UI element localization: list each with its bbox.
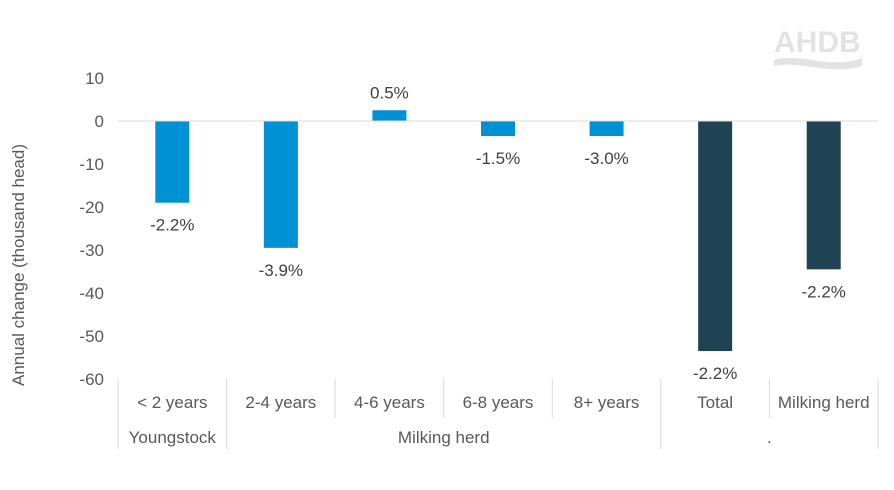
x-tick-label: 6-8 years	[463, 393, 534, 412]
y-tick-label: 0	[95, 112, 104, 131]
x-axis: < 2 years 2-4 years 4-6 years 6-8 years 8+ y…	[117, 120, 879, 449]
y-axis-label: Annual change (thousand head)	[9, 144, 28, 386]
bar	[589, 121, 624, 137]
data-label: -3.0%	[584, 149, 628, 168]
bar	[481, 121, 515, 137]
bar	[155, 121, 190, 203]
bar	[806, 121, 841, 270]
x-tick-label: 2-4 years	[245, 393, 316, 412]
bars	[155, 110, 841, 352]
y-tick-label: -50	[79, 327, 104, 346]
logo-swoosh	[774, 57, 862, 70]
data-label: -3.9%	[259, 261, 303, 280]
y-tick-label: -10	[79, 155, 104, 174]
bar	[263, 121, 298, 248]
logo-text: AHDB	[774, 26, 861, 59]
x-group-label: .	[767, 428, 772, 447]
x-tick-label: Total	[697, 393, 733, 412]
x-tick-label: < 2 years	[137, 393, 207, 412]
bar	[698, 121, 733, 352]
data-labels: -2.2% -3.9% 0.5% -1.5% -3.0% -2.2% -2.2%	[150, 83, 846, 383]
y-axis-ticks: 10 0 -10 -20 -30 -40 -50 -60	[79, 69, 104, 389]
x-group-label: Youngstock	[129, 428, 217, 447]
y-tick-label: -40	[79, 284, 104, 303]
ahdb-logo: AHDB	[774, 26, 862, 70]
data-label: -2.2%	[150, 216, 194, 235]
y-tick-label: -60	[79, 370, 104, 389]
x-tick-label: Milking herd	[778, 393, 870, 412]
x-tick-label: 4-6 years	[354, 393, 425, 412]
y-tick-label: -20	[79, 198, 104, 217]
y-tick-label: -30	[79, 241, 104, 260]
data-label: 0.5%	[370, 83, 409, 102]
data-label: -2.2%	[802, 282, 846, 301]
bar	[372, 110, 407, 121]
x-group-label: Milking herd	[398, 428, 490, 447]
data-label: -2.2%	[693, 364, 737, 383]
x-tick-label: 8+ years	[574, 393, 640, 412]
y-tick-label: 10	[85, 69, 104, 88]
data-label: -1.5%	[476, 149, 520, 168]
